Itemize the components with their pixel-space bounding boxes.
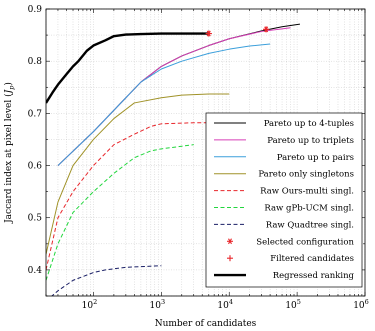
plot-frame: [45, 8, 366, 297]
legend-label: Selected configuration: [256, 237, 354, 247]
x-tick-label: 105: [285, 298, 301, 311]
legend-item: Raw Quadtree singl.: [214, 220, 354, 230]
axes: 102 103 104 105 106 0.4 0.5 0.6 0.7 0.8 0.9: [28, 5, 369, 311]
series-line-7: [46, 32, 209, 104]
legend-label: Raw Quadtree singl.: [266, 220, 354, 230]
filtered-candidate-marker: [205, 30, 212, 37]
legend-item: Pareto up to 4-tuples: [214, 119, 354, 129]
legend-star-icon: [227, 238, 233, 245]
legend-label: Raw gPb-UCM singl.: [264, 204, 354, 214]
legend-item: Regressed ranking: [214, 271, 355, 281]
series-line-4: [46, 122, 230, 271]
series-line-3: [46, 93, 230, 255]
legend-label: Regressed ranking: [273, 271, 355, 281]
series-line-6: [51, 265, 162, 296]
legend-label: Filtered candidates: [270, 254, 354, 264]
y-tick-label: 0.9: [28, 5, 43, 15]
legend-label: Pareto up to pairs: [277, 153, 354, 163]
legend-label: Pareto up to triplets: [267, 136, 354, 146]
legend-item: Raw gPb-UCM singl.: [214, 204, 354, 214]
legend-label: Pareto only singletons: [258, 170, 354, 180]
legend-item: Selected configuration: [227, 237, 355, 247]
legend: Pareto up to 4-tuples Pareto up to triple…: [205, 112, 363, 288]
y-tick-label: 0.8: [28, 57, 43, 67]
legend-item: Raw Ours-multi singl.: [214, 187, 354, 197]
y-tick-label: 0.4: [28, 266, 43, 276]
legend-plus-icon: [227, 255, 233, 262]
x-axis-label: Number of candidates: [155, 319, 257, 329]
legend-item: Filtered candidates: [227, 254, 354, 264]
y-tick-label: 0.6: [28, 162, 43, 172]
x-tick-label: 103: [150, 298, 166, 311]
y-tick-label: 0.7: [28, 109, 43, 119]
legend-item: Pareto up to pairs: [214, 153, 354, 163]
x-tick-label: 102: [82, 298, 98, 311]
legend-item: Pareto only singletons: [214, 170, 354, 180]
series-line-5: [46, 144, 194, 281]
legend-label: Pareto up to 4-tuples: [264, 119, 354, 129]
filtered-candidate-marker: [263, 26, 270, 33]
x-tick-label: 106: [353, 298, 369, 311]
legend-item: Pareto up to triplets: [214, 136, 354, 146]
plot-area: [46, 23, 300, 296]
y-tick-label: 0.5: [28, 214, 43, 224]
series-line-2: [57, 43, 271, 166]
y-axis-label: Jaccard index at pixel level (Jp): [3, 82, 16, 224]
x-tick-label: 104: [217, 298, 233, 311]
legend-label: Raw Ours-multi singl.: [260, 187, 354, 197]
